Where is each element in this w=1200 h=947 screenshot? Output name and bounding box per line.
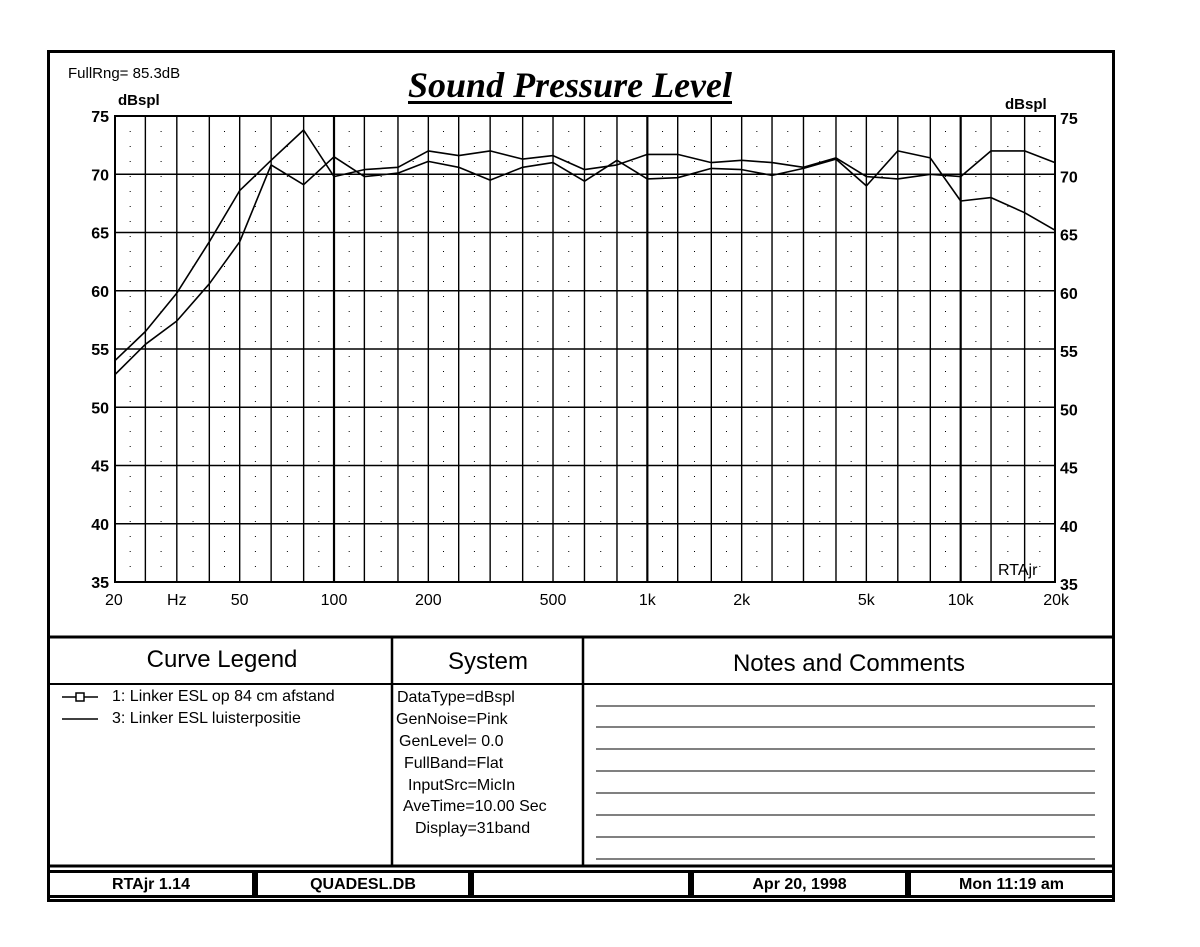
x-tick-label: 20 [105, 592, 123, 609]
y-tick-label-left: 65 [91, 226, 109, 243]
y-tick-label-right: 40 [1060, 519, 1078, 536]
y-tick-label-left: 70 [91, 167, 109, 184]
y-tick-label-left: 40 [91, 517, 109, 534]
x-tick-label: 500 [540, 592, 567, 609]
y-tick-label-left: 50 [91, 400, 109, 417]
system-avetime: AveTime=10.00 Sec [403, 798, 547, 815]
y-axis-label-right: dBspl [1005, 96, 1047, 113]
footer-empty [471, 870, 691, 898]
series-line-3 [114, 150, 1056, 376]
footer-version: RTAjr 1.14 [47, 870, 255, 898]
y-axis-label-left: dBspl [118, 92, 160, 109]
x-tick-label: 100 [321, 592, 348, 609]
y-tick-label-right: 75 [1060, 111, 1078, 128]
legend-item-series-1: 1: Linker ESL op 84 cm afstand [112, 688, 335, 705]
y-tick-label-left: 35 [91, 575, 109, 592]
x-tick-label: 50 [231, 592, 249, 609]
y-tick-label-right: 35 [1060, 577, 1078, 594]
full-range-readout: FullRng= 85.3dB [68, 65, 181, 82]
x-tick-label: 10k [948, 592, 975, 609]
system-title: System [447, 648, 528, 675]
chart-title: Sound Pressure Level [408, 65, 732, 105]
series-line-1 [114, 129, 1056, 362]
panel-lines [49, 635, 1113, 868]
y-tick-label-right: 50 [1060, 402, 1078, 419]
system-inputsrc: InputSrc=MicIn [408, 777, 516, 794]
x-tick-label: 2k [733, 592, 751, 609]
legend-marker-square [75, 692, 85, 702]
chart-grid [114, 115, 1056, 583]
curve-legend-title: Curve Legend [146, 646, 298, 673]
chart-ticks: 35 35 40 40 45 45 50 50 55 55 60 60 65 65 70 70 75 75 20 Hz… [91, 109, 1078, 609]
x-tick-label: 1k [639, 592, 657, 609]
system-genlevel: GenLevel= 0.0 [399, 733, 504, 750]
chart-series [114, 129, 1056, 376]
x-tick-label: Hz [167, 592, 187, 609]
x-tick-label: 5k [858, 592, 876, 609]
y-tick-label-right: 70 [1060, 169, 1078, 186]
system-datatype: DataType=dBspl [397, 689, 515, 706]
legend-item-series-3: 3: Linker ESL luisterpositie [112, 710, 301, 727]
y-tick-label-right: 60 [1060, 286, 1078, 303]
y-tick-label-right: 65 [1060, 228, 1078, 245]
footer-date: Apr 20, 1998 [691, 870, 908, 898]
x-tick-label: 200 [415, 592, 442, 609]
y-tick-label-left: 60 [91, 284, 109, 301]
y-tick-label-right: 55 [1060, 344, 1078, 361]
y-tick-label-left: 75 [91, 109, 109, 126]
plot-frame [114, 115, 1056, 583]
rtajr-watermark: RTAjr [998, 562, 1038, 579]
system-display: Display=31band [415, 820, 531, 837]
system-fullband: FullBand=Flat [404, 755, 504, 772]
y-tick-label-left: 45 [91, 459, 109, 476]
y-tick-label-left: 55 [91, 342, 109, 359]
system-gennoise: GenNoise=Pink [396, 711, 508, 728]
footer-database: QUADESL.DB [255, 870, 471, 898]
x-tick-label: 20k [1043, 592, 1070, 609]
notes-title: Notes and Comments [732, 650, 966, 677]
y-tick-label-right: 45 [1060, 461, 1078, 478]
footer-time: Mon 11:19 am [908, 870, 1115, 898]
